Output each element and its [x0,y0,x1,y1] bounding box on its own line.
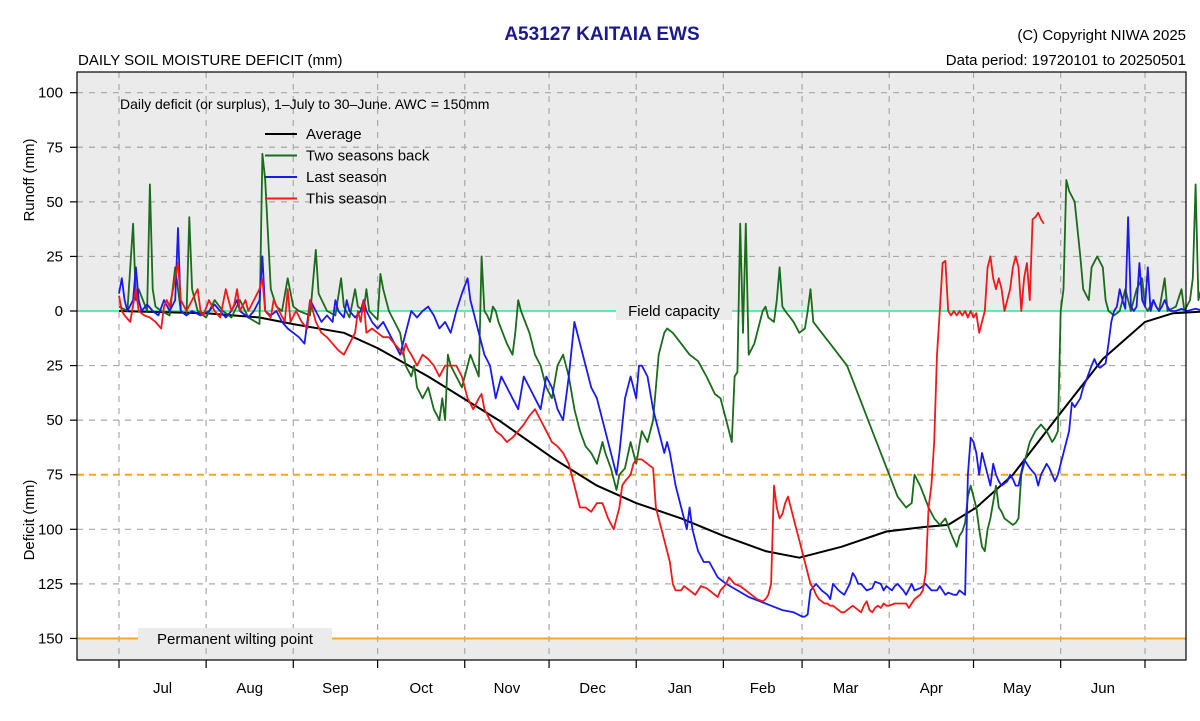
series-line-two-seasons-back [118,152,1200,552]
y-tick-label: 25 [46,358,63,375]
legend: Average Two seasons back Last season This s… [265,126,430,208]
x-axis: Jul Aug Sep Oct Nov Dec Jan Feb Mar Apr May Jun [118,660,1146,697]
y-tick-label: 150 [38,630,63,647]
y-tick-label: 50 [46,194,63,211]
x-tick-label: Jun [1091,680,1115,697]
data-period-text: Data period: 19720101 to 20250501 [946,52,1186,69]
y-tick-label: 100 [38,521,63,538]
wilting-point-label-bg [138,628,332,648]
y-tick-label: 125 [38,576,63,593]
x-tick-label: Nov [494,680,521,697]
x-tick-label: Sep [322,680,349,697]
y-tick-label: 75 [46,467,63,484]
y-tick-label: 0 [55,303,63,320]
horizontal-grid [77,92,1186,585]
chart-title: A53127 KAITAIA EWS [504,24,699,45]
y-tick-label: 100 [38,85,63,102]
series-line-this-season [118,211,1045,614]
x-tick-label: Jul [153,680,172,697]
x-tick-label: Mar [833,680,859,697]
chart-subtitle: DAILY SOIL MOISTURE DEFICIT (mm) [78,52,342,69]
y-tick-label: 25 [46,248,63,265]
x-tick-label: Jan [668,680,692,697]
x-tick-label: Oct [410,680,434,697]
y-axis-label-runoff: Runoff (mm) [21,138,38,221]
field-capacity-label: Field capacity [628,303,720,320]
wilting-point-label: Permanent wilting point [157,631,314,648]
x-tick-label: Aug [236,680,263,697]
x-tick-label: Feb [750,680,776,697]
x-tick-label: Dec [579,680,606,697]
series-lines [118,152,1200,618]
legend-label: Two seasons back [306,148,430,165]
y-tick-label: 50 [46,412,63,429]
y-axis-label-deficit: Deficit (mm) [21,480,38,561]
series-line-average [118,310,1200,559]
chart-note: Daily deficit (or surplus), 1–July to 30… [120,96,489,112]
copyright-text: (C) Copyright NIWA 2025 [1017,27,1186,44]
y-tick-label: 75 [46,139,63,156]
legend-label: Last season [306,169,387,186]
legend-label: Average [306,126,362,143]
x-tick-label: May [1003,680,1032,697]
x-tick-label: Apr [920,680,943,697]
legend-label: This season [306,191,387,208]
field-capacity-label-bg [616,300,732,320]
series-line-last-season [118,216,1200,618]
y-axis: 100 75 50 25 0 25 50 75 100 125 150 [38,85,77,647]
